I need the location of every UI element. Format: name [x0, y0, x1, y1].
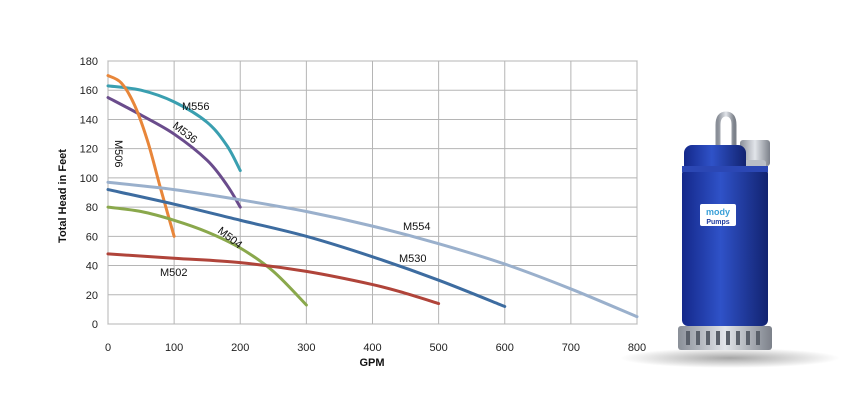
y-axis-title: Total Head in Feet [57, 149, 69, 243]
pump-handle [715, 111, 737, 150]
series-line-m502 [106, 252, 441, 306]
y-tick-label: 160 [80, 85, 98, 97]
series-line-m506 [106, 74, 176, 238]
y-tick-label: 0 [92, 319, 98, 331]
series-line-m530 [106, 188, 507, 308]
pump-logo-plate [700, 204, 736, 226]
pump-discharge-outlet [740, 140, 770, 166]
pump-body [682, 168, 768, 326]
series-label-m506: M506 [112, 140, 124, 168]
y-tick-label: 140 [80, 114, 98, 126]
pump-strainer-slots [686, 331, 760, 345]
y-tick-label: 80 [86, 202, 98, 214]
x-tick-label: 600 [496, 342, 514, 354]
series-line-m554 [106, 180, 639, 319]
pump-brand-text: mody [706, 207, 730, 217]
series-lines [106, 74, 639, 319]
x-tick-label: 700 [562, 342, 580, 354]
grid-lines [107, 60, 638, 325]
y-tick-label: 120 [80, 144, 98, 156]
y-tick-labels: 0 20 40 60 80 100 120 140 160 180 [80, 56, 98, 331]
y-tick-label: 60 [86, 231, 98, 243]
y-tick-label: 180 [80, 56, 98, 68]
y-tick-label: 40 [86, 261, 98, 273]
x-tick-labels: 0 100 200 300 400 500 600 700 800 [105, 342, 646, 354]
pump-product-word: Pumps [706, 219, 729, 226]
x-tick-label: 300 [297, 342, 315, 354]
pump-product-image: mody Pumps [620, 111, 840, 368]
x-axis-title: GPM [359, 357, 384, 369]
series-label-m554: M554 [403, 221, 431, 233]
pump-body-rim [682, 166, 768, 172]
series-label-m502: M502 [160, 267, 188, 279]
x-tick-label: 400 [363, 342, 381, 354]
x-tick-label: 200 [231, 342, 249, 354]
series-label-m530: M530 [399, 253, 427, 265]
series-line-m504 [106, 205, 308, 307]
x-tick-label: 800 [628, 342, 646, 354]
x-tick-label: 0 [105, 342, 111, 354]
pump-floor-shadow [620, 348, 840, 368]
x-tick-label: 500 [429, 342, 447, 354]
x-tick-label: 100 [165, 342, 183, 354]
series-line-m556 [106, 84, 242, 173]
y-tick-label: 100 [80, 173, 98, 185]
y-tick-label: 20 [86, 290, 98, 302]
series-label-m556: M556 [182, 101, 210, 113]
